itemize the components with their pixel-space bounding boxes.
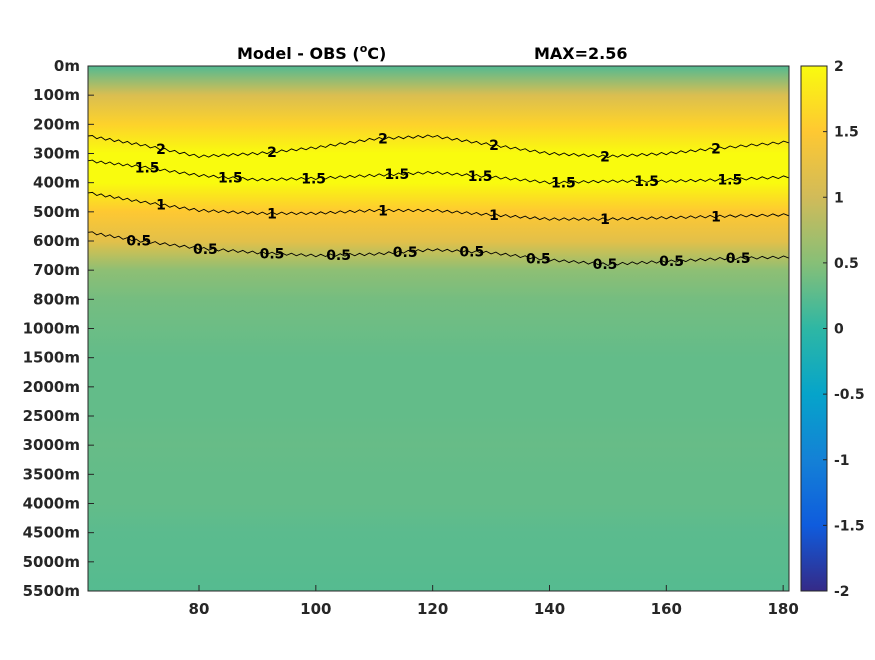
contour-label-1: 1 [600, 212, 610, 228]
contour-label-0.5: 0.5 [393, 245, 418, 261]
contour-label-1: 1 [711, 209, 721, 225]
chart-title-unit: C) [367, 44, 386, 63]
contour-line-1.5 [88, 159, 789, 185]
contour-label-2: 2 [600, 149, 610, 165]
y-tick-label: 300m [33, 145, 80, 163]
y-tick-label: 4000m [23, 495, 80, 513]
colorbar-tick-label: -0.5 [834, 387, 865, 403]
contour-labels: 0.5 0.5 0.5 0.5 0.5 0.5 0.5 0.5 0.5 0.5 1 1 1 1 1 1 1.5 1… [126, 131, 750, 273]
colorbar-tick-label: 0 [834, 322, 844, 338]
y-tick-label: 2500m [23, 407, 80, 425]
x-tick-label: 140 [534, 600, 565, 618]
y-tick-label: 400m [33, 174, 80, 192]
chart-title-main: Model - OBS ( [237, 44, 360, 63]
contour-label-0.5: 0.5 [659, 254, 684, 270]
contour-label-1.5: 1.5 [717, 173, 742, 189]
contour-label-0.5: 0.5 [526, 252, 551, 268]
y-tick-label: 600m [33, 232, 80, 250]
contour-label-2: 2 [378, 131, 388, 147]
y-tick-label: 4500m [23, 524, 80, 542]
contour-label-0.5: 0.5 [326, 248, 351, 264]
contour-label-0.5: 0.5 [193, 242, 218, 258]
colorbar-tick-label: 0.5 [834, 256, 859, 272]
y-tick-label: 700m [33, 261, 80, 279]
contour-line-2 [88, 134, 789, 159]
x-tick-label: 160 [651, 600, 682, 618]
y-tick-label: 800m [33, 290, 80, 308]
heatmap-field [88, 66, 789, 591]
max-label: MAX=2.56 [534, 44, 628, 63]
colorbar-tick-label: 1 [834, 190, 844, 206]
contour-label-0.5: 0.5 [593, 257, 618, 273]
contour-label-1: 1 [489, 208, 499, 224]
contour-label-1.5: 1.5 [135, 161, 160, 177]
y-tick-label: 1500m [23, 349, 80, 367]
x-tick-label: 100 [300, 600, 331, 618]
colorbar-tick-label: -1.5 [834, 518, 865, 534]
y-tick-label: 5500m [23, 582, 80, 600]
y-tick-label: 500m [33, 203, 80, 221]
x-axis-ticks: 80 100 120 140 160 180 [189, 585, 799, 618]
contour-label-1: 1 [267, 206, 277, 222]
contour-label-2: 2 [267, 145, 277, 161]
y-tick-label: 0m [54, 57, 80, 75]
contour-label-0.5: 0.5 [459, 245, 484, 261]
contour-label-1.5: 1.5 [301, 171, 326, 187]
y-tick-label: 3000m [23, 436, 80, 454]
colorbar-tick-label: 1.5 [834, 125, 859, 141]
contour-label-2: 2 [489, 138, 499, 154]
colorbar-ticks: 2 1.5 1 0.5 0 -0.5 -1 -1.5 -2 [823, 59, 865, 600]
x-tick-label: 180 [768, 600, 799, 618]
y-tick-label: 200m [33, 115, 80, 133]
x-tick-label: 120 [417, 600, 448, 618]
chart-title-superscript: o [360, 42, 368, 55]
contour-label-1.5: 1.5 [218, 171, 243, 187]
y-tick-label: 5000m [23, 553, 80, 571]
y-tick-label: 1000m [23, 320, 80, 338]
contour-label-0.5: 0.5 [260, 246, 285, 262]
colorbar-tick-label: -1 [834, 453, 850, 469]
colorbar [800, 65, 828, 592]
contour-label-2: 2 [711, 142, 721, 158]
contour-line-1 [88, 191, 789, 221]
contour-label-1: 1 [156, 198, 166, 214]
contour-label-2: 2 [156, 142, 166, 158]
chart-title: Model - OBS (oC) [237, 42, 386, 63]
y-tick-label: 2000m [23, 378, 80, 396]
y-tick-label: 3500m [23, 465, 80, 483]
colorbar-tick-label: 2 [834, 59, 844, 75]
colorbar-tick-label: -2 [834, 584, 850, 600]
contour-label-1.5: 1.5 [634, 174, 659, 190]
contour-label-0.5: 0.5 [726, 251, 751, 267]
contour-label-0.5: 0.5 [126, 234, 151, 250]
y-axis-ticks: 0m 100m 200m 300m 400m 500m 600m 700m 800m 1000m 1… [23, 57, 94, 600]
contour-label-1.5: 1.5 [551, 175, 576, 191]
contour-lines [88, 134, 789, 267]
contour-label-1.5: 1.5 [384, 167, 409, 183]
contour-label-1: 1 [378, 203, 388, 219]
contour-label-1.5: 1.5 [468, 169, 493, 185]
contour-line-0.5 [88, 231, 789, 267]
x-tick-label: 80 [189, 600, 210, 618]
y-tick-label: 100m [33, 86, 80, 104]
heatmap-background [88, 66, 789, 591]
